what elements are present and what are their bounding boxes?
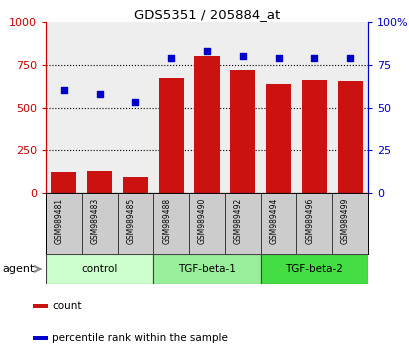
Point — [346, 55, 353, 61]
Text: GSM989496: GSM989496 — [305, 198, 314, 244]
Point — [239, 53, 245, 59]
Bar — [51, 172, 76, 193]
Title: GDS5351 / 205884_at: GDS5351 / 205884_at — [134, 8, 279, 21]
Point — [96, 91, 103, 97]
Point — [61, 87, 67, 93]
Bar — [194, 56, 219, 193]
Text: GSM989499: GSM989499 — [340, 198, 349, 244]
Text: GSM989488: GSM989488 — [162, 198, 171, 244]
Bar — [153, 254, 260, 284]
Text: count: count — [52, 301, 82, 311]
Bar — [260, 254, 367, 284]
Bar — [337, 81, 362, 193]
Bar — [230, 70, 255, 193]
Point — [274, 55, 281, 61]
Point — [310, 55, 317, 61]
Text: GSM989483: GSM989483 — [90, 198, 99, 244]
Text: TGF-beta-2: TGF-beta-2 — [285, 264, 342, 274]
Bar — [123, 177, 148, 193]
Text: GSM989492: GSM989492 — [233, 198, 242, 244]
Point — [132, 99, 138, 105]
Text: GSM989490: GSM989490 — [198, 198, 207, 244]
Text: GSM989494: GSM989494 — [269, 198, 278, 244]
Text: agent: agent — [2, 264, 34, 274]
Text: percentile rank within the sample: percentile rank within the sample — [52, 333, 228, 343]
Bar — [46, 254, 153, 284]
Text: TGF-beta-1: TGF-beta-1 — [178, 264, 235, 274]
Text: GSM989481: GSM989481 — [55, 198, 64, 244]
Bar — [158, 79, 183, 193]
Bar — [265, 84, 290, 193]
Bar — [87, 171, 112, 193]
Text: GSM989485: GSM989485 — [126, 198, 135, 244]
Text: control: control — [81, 264, 117, 274]
Bar — [301, 80, 326, 193]
Bar — [33, 304, 47, 308]
Point — [203, 48, 210, 54]
Bar — [33, 336, 47, 340]
Point — [168, 55, 174, 61]
